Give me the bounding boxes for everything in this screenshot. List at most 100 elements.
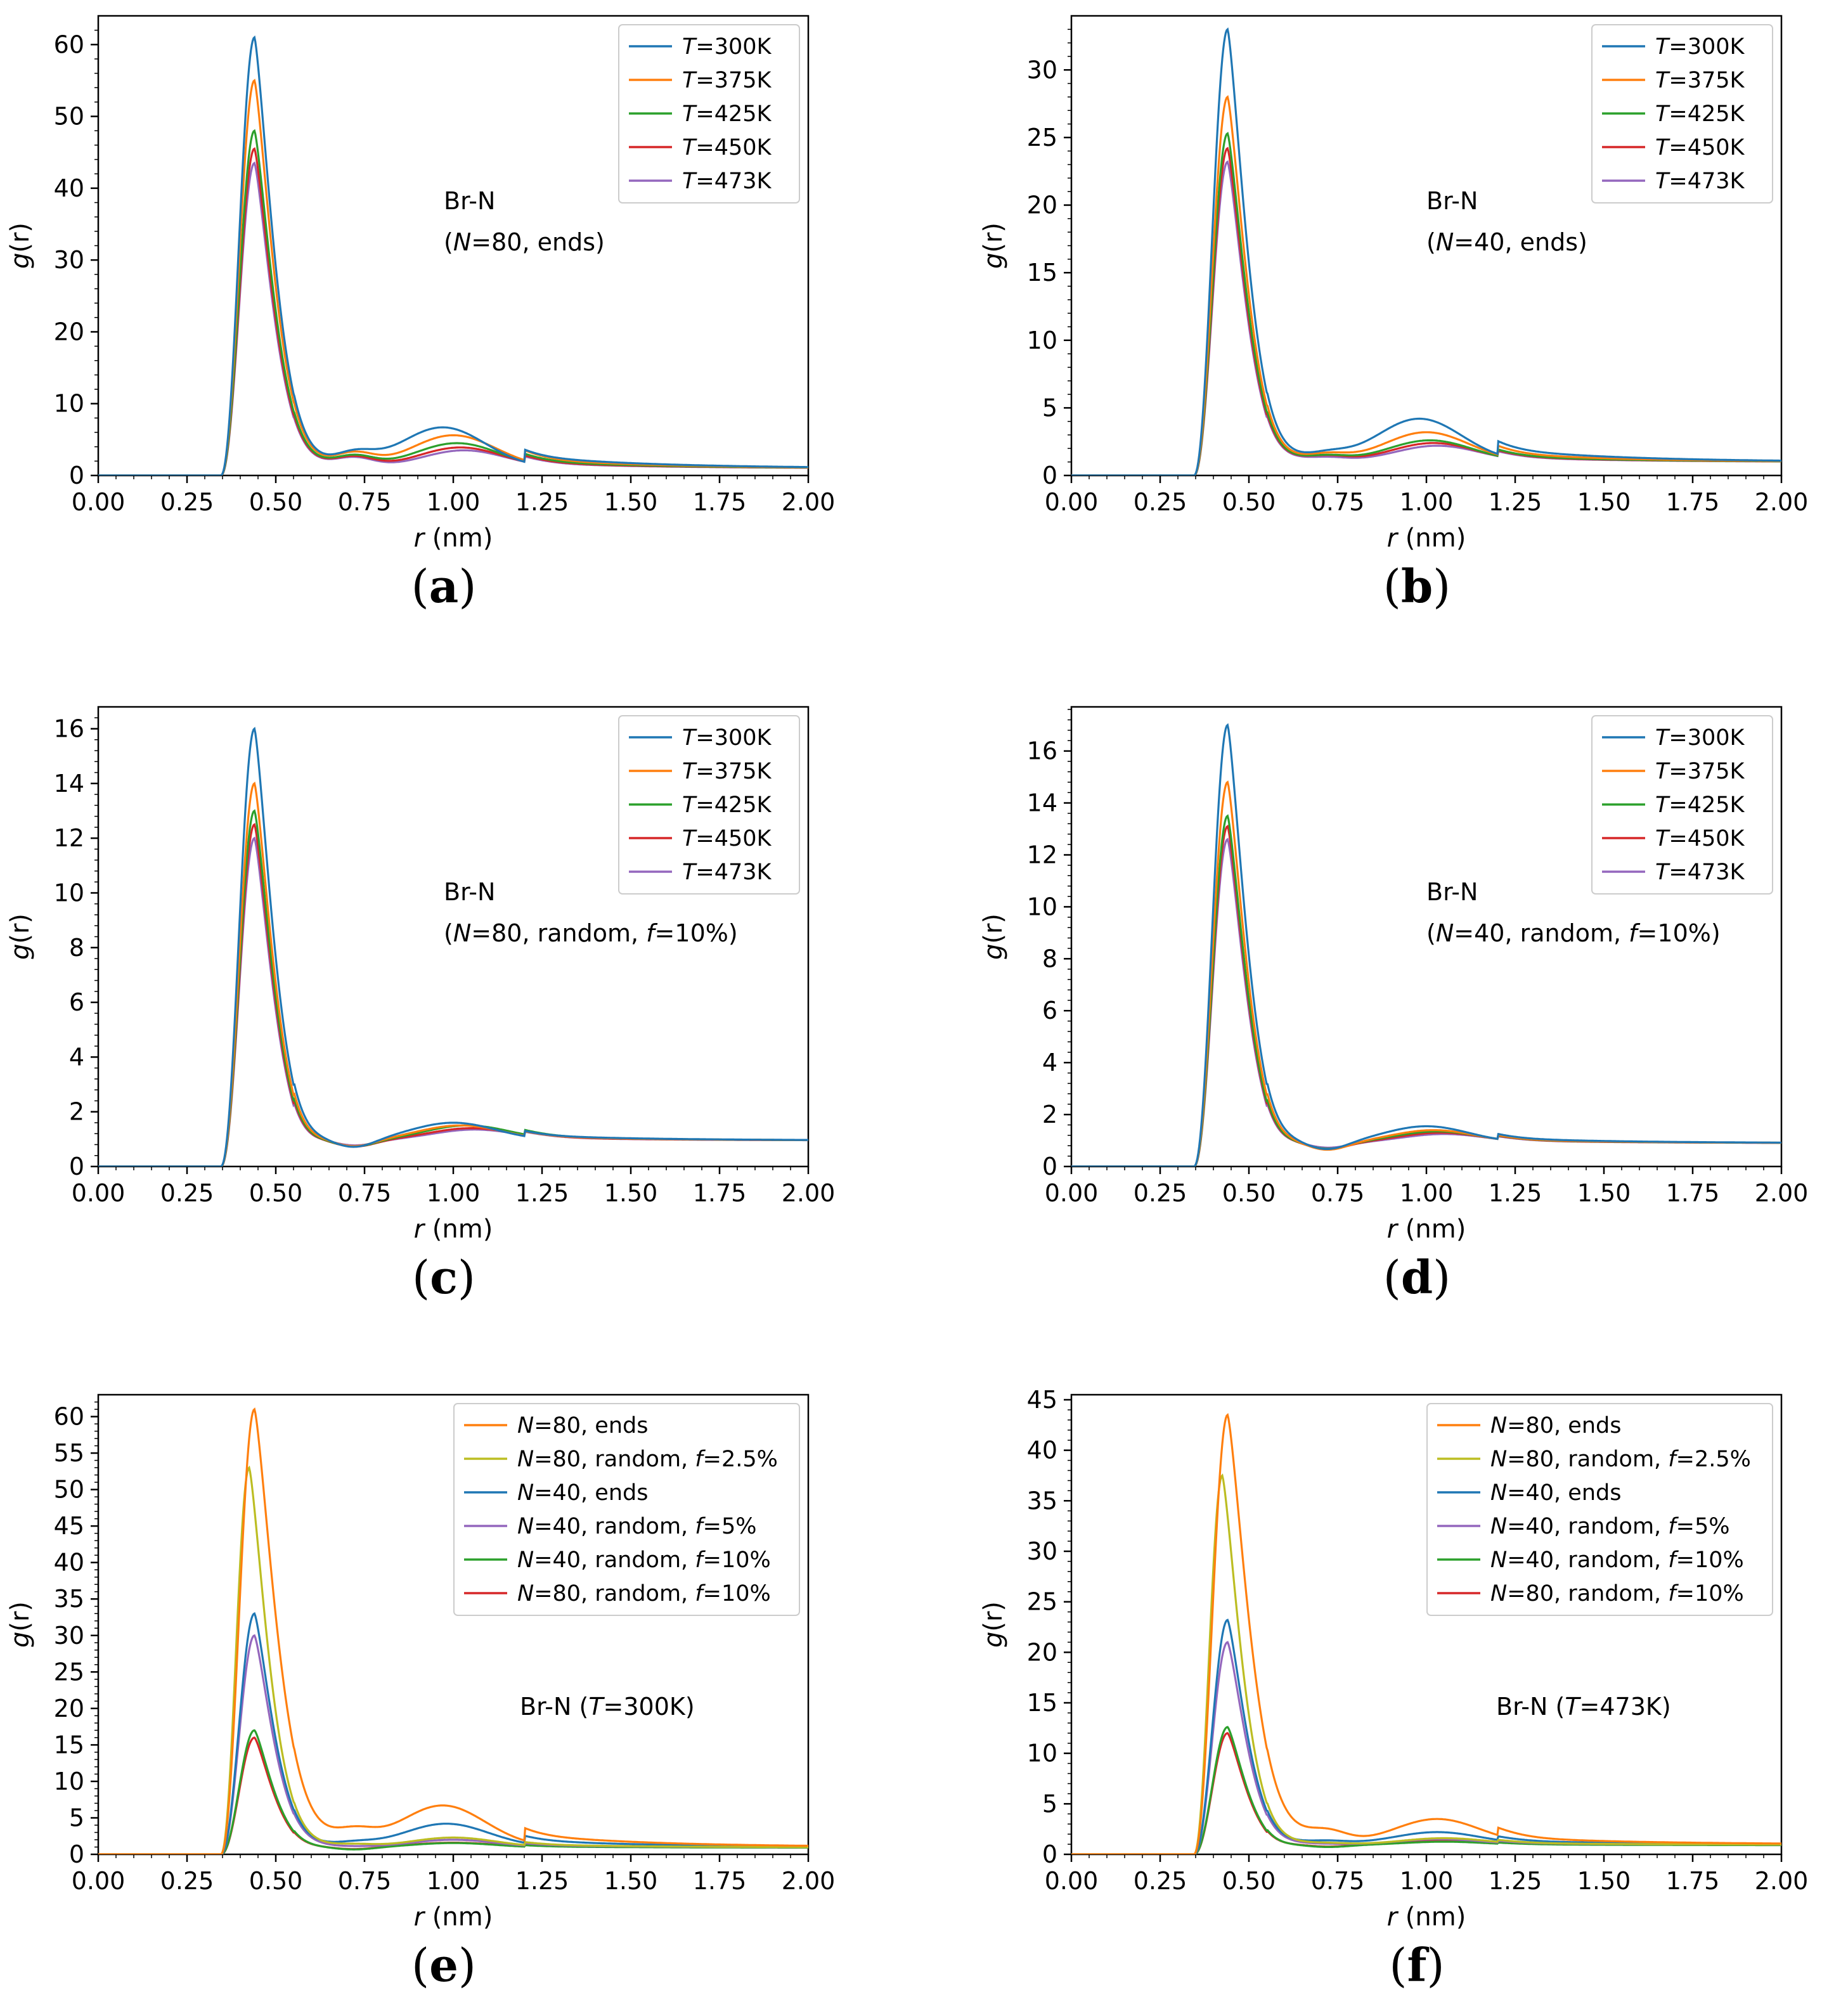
x-tick-label: 1.75 — [693, 1179, 747, 1207]
series-line-n-80-random-f-2-5- — [1071, 1473, 1781, 1854]
y-tick-label: 60 — [54, 30, 84, 58]
legend-entry: T=425K — [682, 792, 772, 818]
x-tick-label: 0.75 — [1311, 1179, 1365, 1207]
legend-frame — [1591, 715, 1773, 895]
legend-entry: T=300K — [1655, 34, 1745, 60]
x-tick-label: 0.25 — [160, 488, 214, 516]
y-tick-label: 0 — [1042, 462, 1057, 489]
chart-panel-b: 0.00 0.25 0.50 0.75 1.00 1.25 1.50 1.75 2.00 0 5 10… — [979, 15, 1808, 613]
x-tick-label: 1.00 — [427, 1867, 481, 1895]
y-tick-label: 15 — [1027, 1689, 1057, 1717]
x-tick-label: 2.00 — [782, 1867, 836, 1895]
legend-entry: N=80, random, f=2.5% — [1490, 1447, 1751, 1472]
legend: T=300K T=375K T=425K T=450K T=473K — [1591, 24, 1773, 204]
y-tick-label: 20 — [1027, 191, 1057, 219]
legend-entry: N=80, random, f=2.5% — [517, 1447, 778, 1472]
x-axis-label: r (nm) — [414, 524, 493, 553]
x-tick-label: 0.00 — [72, 1179, 126, 1207]
x-tick-label: 0.75 — [338, 1179, 392, 1207]
chart-panel-d: 0.00 0.25 0.50 0.75 1.00 1.25 1.50 1.75 2.00 0 2 4 6… — [979, 706, 1808, 1304]
x-tick-label: 0.50 — [1222, 1179, 1276, 1207]
x-tick-label: 1.25 — [1489, 1179, 1542, 1207]
legend-frame — [453, 1403, 800, 1616]
x-tick-label: 0.75 — [338, 488, 392, 516]
x-tick-label: 1.25 — [515, 488, 569, 516]
x-tick-label: 0.50 — [249, 1179, 303, 1207]
x-tick-label: 1.00 — [427, 1179, 481, 1207]
legend-entry: N=40, random, f=5% — [1490, 1514, 1729, 1539]
annotation-title: Br-N (T=300K) — [520, 1693, 695, 1721]
legend-frame — [618, 715, 800, 895]
x-tick-label: 0.25 — [160, 1867, 214, 1895]
x-tick-label: 1.25 — [1489, 488, 1542, 516]
x-tick-label: 0.50 — [1222, 488, 1276, 516]
series-line-n-40-ends — [98, 1612, 808, 1854]
x-axis-label: r (nm) — [1387, 1903, 1466, 1932]
y-tick-label: 45 — [1027, 1386, 1057, 1414]
series-line-n-80-random-f-2-5- — [98, 1465, 808, 1854]
panel-label: (e) — [411, 1938, 476, 1992]
x-axis-label: r (nm) — [414, 1903, 493, 1932]
x-tick-label: 2.00 — [782, 1179, 836, 1207]
annotation-title: Br-N (T=473K) — [1496, 1693, 1671, 1721]
y-tick-label: 25 — [1027, 1588, 1057, 1616]
y-axis-label: g(r) — [979, 914, 1008, 960]
y-tick-label: 15 — [54, 1731, 84, 1759]
y-tick-label: 0 — [69, 1840, 84, 1868]
legend-entry: T=375K — [1655, 759, 1745, 784]
x-tick-label: 0.25 — [160, 1179, 214, 1207]
legend: N=80, ends N=80, random, f=2.5% N=40, ends… — [1426, 1403, 1773, 1616]
y-tick-label: 0 — [1042, 1153, 1057, 1180]
y-tick-label: 40 — [1027, 1437, 1057, 1464]
panel-label: (a) — [411, 559, 477, 613]
panel-label: (d) — [1383, 1250, 1451, 1304]
legend-entry: T=450K — [682, 826, 772, 851]
legend-entry: N=80, ends — [1490, 1413, 1621, 1438]
legend-entry: T=450K — [1655, 826, 1745, 851]
y-tick-label: 12 — [54, 824, 84, 852]
legend-frame — [1426, 1403, 1773, 1616]
annotation-subtitle: (N=40, ends) — [1426, 228, 1587, 256]
x-tick-label: 2.00 — [1755, 1867, 1809, 1895]
legend-entry: N=40, random, f=10% — [517, 1548, 771, 1573]
x-tick-label: 1.00 — [1400, 1179, 1454, 1207]
series-line-n-40-random-f-10- — [98, 1729, 808, 1854]
annotation-title: Br-N — [444, 878, 495, 906]
y-tick-label: 5 — [69, 1804, 84, 1832]
chart-panel-e: 0.00 0.25 0.50 0.75 1.00 1.25 1.50 1.75 2.00 0 5 10… — [6, 1393, 836, 1992]
x-tick-label: 0.00 — [72, 488, 126, 516]
y-tick-label: 16 — [54, 715, 84, 743]
x-tick-label: 0.00 — [1045, 488, 1099, 516]
x-axis-label: r (nm) — [414, 1215, 493, 1244]
y-tick-label: 0 — [69, 462, 84, 489]
y-tick-label: 0 — [1042, 1840, 1057, 1868]
legend-entry: T=473K — [1655, 169, 1745, 194]
y-tick-label: 50 — [54, 103, 84, 131]
legend-entry: N=40, random, f=5% — [517, 1514, 756, 1539]
x-tick-label: 1.25 — [515, 1179, 569, 1207]
x-tick-label: 1.50 — [1577, 1867, 1631, 1895]
legend-entry: N=80, random, f=10% — [1490, 1581, 1744, 1606]
y-tick-label: 2 — [1042, 1101, 1057, 1128]
legend-entry: T=375K — [682, 759, 772, 784]
legend-entry: T=300K — [1655, 725, 1745, 751]
y-tick-label: 2 — [69, 1098, 84, 1126]
y-tick-label: 40 — [54, 174, 84, 202]
legend-entry: T=425K — [1655, 792, 1745, 818]
annotation-subtitle: (N=80, random, f=10%) — [444, 919, 738, 947]
series-line-n-40-random-f-10- — [1071, 1726, 1781, 1854]
legend-entry: T=473K — [682, 860, 772, 885]
y-tick-label: 14 — [1027, 789, 1057, 817]
x-tick-label: 1.75 — [1666, 1179, 1720, 1207]
y-tick-label: 45 — [54, 1512, 84, 1540]
y-axis-label: g(r) — [6, 1601, 35, 1648]
x-axis-label: r (nm) — [1387, 524, 1466, 553]
series-line-t-375k — [1071, 94, 1781, 475]
y-tick-label: 30 — [54, 246, 84, 274]
series-line-n-40-random-f-5- — [98, 1634, 808, 1854]
y-tick-label: 14 — [54, 770, 84, 798]
y-tick-label: 16 — [1027, 737, 1057, 765]
chart-panel-f: 0.00 0.25 0.50 0.75 1.00 1.25 1.50 1.75 2.00 0 5 10… — [979, 1386, 1808, 1992]
y-tick-label: 30 — [54, 1622, 84, 1650]
